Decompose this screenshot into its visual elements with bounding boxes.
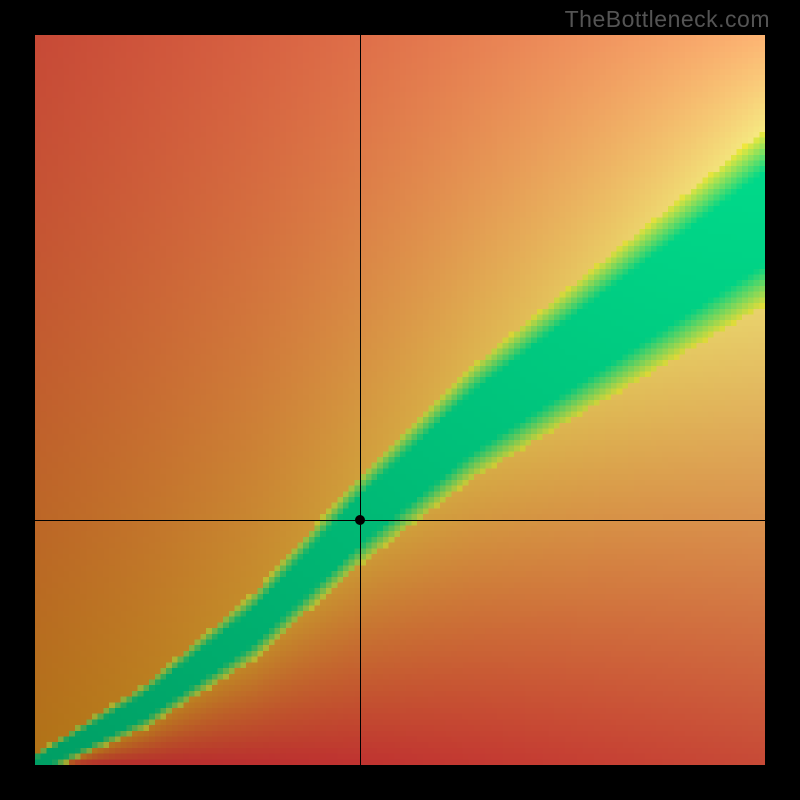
watermark-text: TheBottleneck.com [565,6,770,33]
heatmap-canvas [35,35,765,765]
heatmap-plot [35,35,765,765]
crosshair-dot [355,515,365,525]
crosshair-horizontal-line [35,520,765,521]
crosshair-vertical-line [360,35,361,765]
